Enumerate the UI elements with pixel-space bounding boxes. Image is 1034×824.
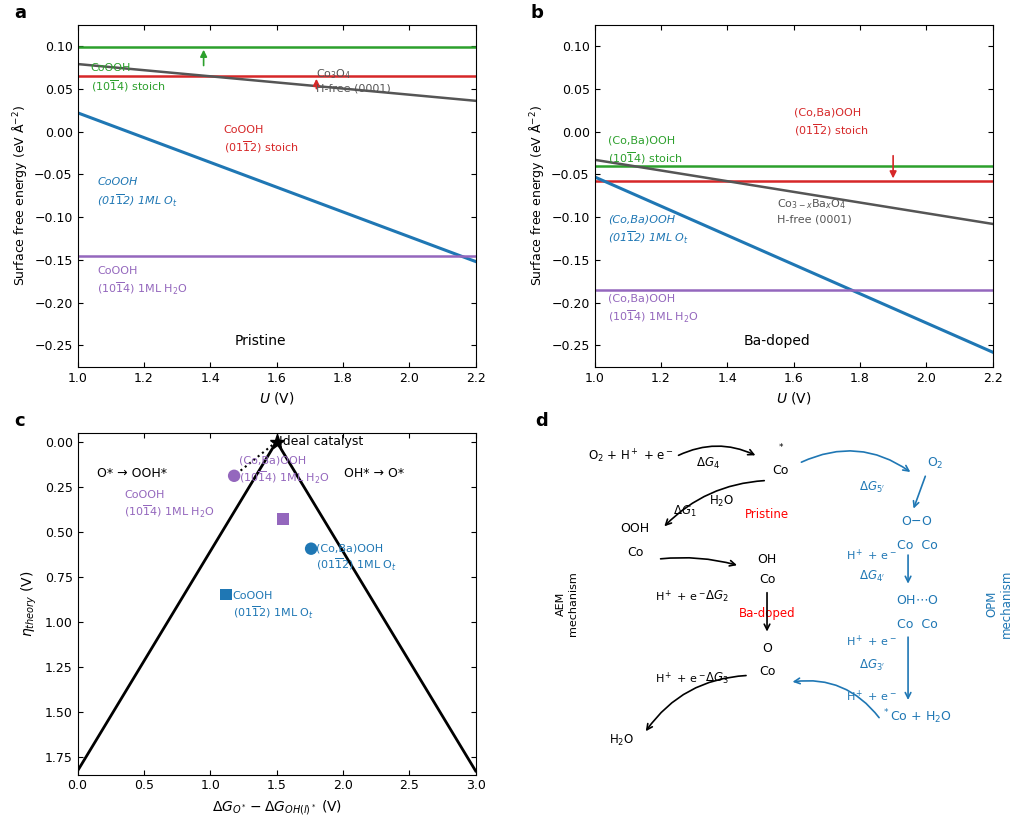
Text: $\Delta G_3$: $\Delta G_3$ — [705, 672, 729, 686]
Text: Co  Co: Co Co — [896, 539, 938, 552]
Text: $\Delta G_4$: $\Delta G_4$ — [696, 456, 720, 471]
Text: H$^+$ + e$^-$: H$^+$ + e$^-$ — [846, 688, 898, 704]
Text: (Co,Ba)OOH
(10$\overline{1}$4) 1ML H$_2$O: (Co,Ba)OOH (10$\overline{1}$4) 1ML H$_2$… — [240, 456, 330, 486]
Text: O$_2$: O$_2$ — [927, 456, 944, 471]
Text: O$_2$ + H$^+$ + e$^-$: O$_2$ + H$^+$ + e$^-$ — [587, 447, 673, 466]
Text: Co: Co — [772, 464, 789, 477]
Text: H$^+$ + e$^-$: H$^+$ + e$^-$ — [846, 548, 898, 564]
Text: OH: OH — [757, 553, 777, 565]
Text: AEM
mechanism: AEM mechanism — [556, 571, 578, 636]
Text: CoOOH
(01$\overline{1}$2) 1ML O$_t$: CoOOH (01$\overline{1}$2) 1ML O$_t$ — [233, 591, 314, 621]
Text: Co$_{3-x}$Ba$_x$O$_4$
H-free (0001): Co$_{3-x}$Ba$_x$O$_4$ H-free (0001) — [777, 198, 852, 225]
Text: H$_2$O: H$_2$O — [709, 494, 734, 508]
Text: Co: Co — [627, 545, 643, 559]
Text: $\Delta G_{5'}$: $\Delta G_{5'}$ — [858, 480, 885, 495]
Point — [303, 542, 320, 555]
Text: CoOOH
(10$\overline{1}$4) 1ML H$_2$O: CoOOH (10$\overline{1}$4) 1ML H$_2$O — [97, 265, 188, 297]
Text: OH$\cdots$O: OH$\cdots$O — [895, 593, 939, 606]
Text: Ba-doped: Ba-doped — [738, 607, 795, 620]
Text: Ba-doped: Ba-doped — [743, 335, 811, 349]
Text: (Co,Ba)OOH
(10$\overline{1}$4) 1ML H$_2$O: (Co,Ba)OOH (10$\overline{1}$4) 1ML H$_2$… — [608, 293, 699, 325]
Y-axis label: $\eta_{theory}$ (V): $\eta_{theory}$ (V) — [20, 570, 39, 637]
Text: OOH: OOH — [620, 522, 649, 535]
X-axis label: $\Delta G_{O^*} - \Delta G_{OH(l)^*}$ (V): $\Delta G_{O^*} - \Delta G_{OH(l)^*}$ (V… — [212, 798, 341, 817]
Point — [225, 469, 242, 482]
Text: Co$_3$O$_4$
H-free (0001): Co$_3$O$_4$ H-free (0001) — [316, 67, 391, 94]
Text: OH* → O*: OH* → O* — [344, 467, 404, 480]
Text: c: c — [13, 412, 25, 430]
Text: H$_2$O: H$_2$O — [609, 733, 634, 748]
Text: CoOOH
(01$\overline{1}$2) 1ML O$_t$: CoOOH (01$\overline{1}$2) 1ML O$_t$ — [97, 177, 179, 208]
Text: O: O — [762, 642, 772, 654]
Point — [275, 513, 292, 526]
Text: b: b — [530, 4, 544, 22]
Text: CoOOH
(01$\overline{1}$2) stoich: CoOOH (01$\overline{1}$2) stoich — [223, 124, 299, 156]
Text: Co  Co: Co Co — [896, 618, 938, 630]
X-axis label: $U$ (V): $U$ (V) — [776, 390, 812, 406]
Text: Co: Co — [759, 574, 776, 586]
Text: CoOOH
(10$\overline{1}$4) 1ML H$_2$O: CoOOH (10$\overline{1}$4) 1ML H$_2$O — [124, 489, 215, 520]
Text: $\Delta G_{4'}$: $\Delta G_{4'}$ — [858, 569, 885, 583]
Text: (Co,Ba)OOH
(10$\overline{1}$4) stoich: (Co,Ba)OOH (10$\overline{1}$4) stoich — [608, 135, 682, 166]
Text: (Co,Ba)OOH
(01$\overline{1}$2) 1ML O$_t$: (Co,Ba)OOH (01$\overline{1}$2) 1ML O$_t$ — [316, 543, 397, 574]
Text: $\Delta G_{3'}$: $\Delta G_{3'}$ — [858, 658, 885, 672]
Text: CoOOH
(10$\overline{1}$4) stoich: CoOOH (10$\overline{1}$4) stoich — [91, 63, 165, 94]
X-axis label: $U$ (V): $U$ (V) — [258, 390, 295, 406]
Text: H$^+$ + e$^-$: H$^+$ + e$^-$ — [846, 634, 898, 648]
Text: (Co,Ba)OOH
(01$\overline{1}$2) 1ML O$_t$: (Co,Ba)OOH (01$\overline{1}$2) 1ML O$_t$ — [608, 214, 689, 246]
Text: $\Delta G_2$: $\Delta G_2$ — [705, 589, 729, 604]
Text: d: d — [535, 412, 548, 430]
Y-axis label: Surface free energy (eV Å$^{-2}$): Surface free energy (eV Å$^{-2}$) — [9, 105, 29, 286]
Point — [218, 588, 235, 602]
Text: Ideal catalyst: Ideal catalyst — [279, 435, 364, 448]
Text: O$-$O: O$-$O — [902, 515, 933, 528]
Text: (Co,Ba)OOH
(01$\overline{1}$2) stoich: (Co,Ba)OOH (01$\overline{1}$2) stoich — [794, 108, 869, 138]
Text: $^*$: $^*$ — [777, 443, 785, 456]
Text: Pristine: Pristine — [744, 508, 789, 521]
Text: O* → OOH*: O* → OOH* — [97, 467, 168, 480]
Text: OPM
mechanism: OPM mechanism — [985, 569, 1013, 638]
Text: Pristine: Pristine — [235, 335, 285, 349]
Text: $\Delta G_1$: $\Delta G_1$ — [673, 503, 697, 519]
Text: Co: Co — [759, 666, 776, 678]
Text: a: a — [13, 4, 26, 22]
Text: H$^+$ + e$^-$: H$^+$ + e$^-$ — [656, 589, 706, 604]
Text: H$^+$ + e$^-$: H$^+$ + e$^-$ — [656, 672, 706, 686]
Y-axis label: Surface free energy (eV Å$^{-2}$): Surface free energy (eV Å$^{-2}$) — [526, 105, 546, 286]
Text: $^*$Co + H$_2$O: $^*$Co + H$_2$O — [882, 707, 952, 726]
